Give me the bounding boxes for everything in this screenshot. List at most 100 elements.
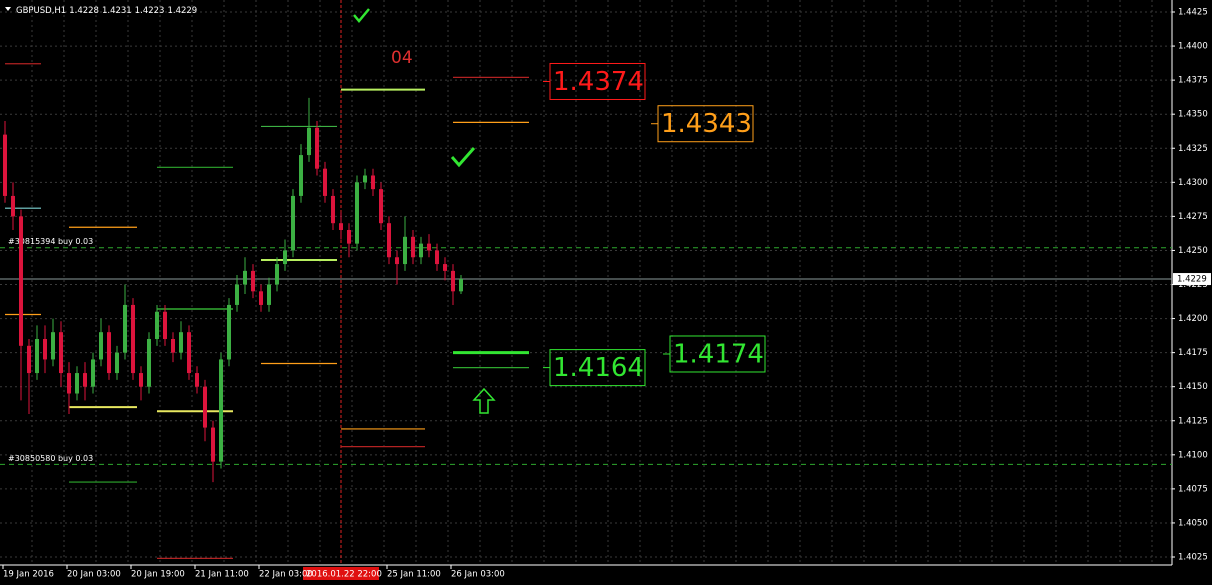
candle-body xyxy=(227,304,231,360)
candle-body xyxy=(299,155,303,196)
candle-body xyxy=(267,284,271,305)
candle-body xyxy=(163,311,167,339)
annotation: 04 xyxy=(391,48,413,68)
candle-body xyxy=(35,339,39,374)
y-tick-label: 1.4275 xyxy=(1178,212,1208,222)
candle-body xyxy=(211,427,215,462)
candle-body xyxy=(219,359,223,462)
price-box-label: 1.4164 xyxy=(553,353,644,383)
quote-high: 1.4231 xyxy=(102,6,132,16)
y-tick-label: 1.4175 xyxy=(1178,348,1208,358)
candle-body xyxy=(459,279,463,292)
candle-body xyxy=(139,373,143,387)
quote-close: 1.4229 xyxy=(167,6,197,16)
candle-body xyxy=(339,223,343,230)
price-box xyxy=(549,62,646,100)
quote-open: 1.4228 xyxy=(69,6,99,16)
order-label: #30850580 buy 0.03 xyxy=(8,454,93,463)
x-tick-label: 22 Jan 03:00 xyxy=(259,570,313,580)
menu-triangle[interactable] xyxy=(5,7,11,11)
y-tick-label: 1.4050 xyxy=(1178,518,1208,528)
candle-body xyxy=(59,332,63,374)
candle-body xyxy=(187,332,191,374)
x-tick-label: 20 Jan 03:00 xyxy=(67,570,121,580)
price-box xyxy=(549,349,646,387)
candle-body xyxy=(451,270,455,292)
x-tick-label: 26 Jan 03:00 xyxy=(451,570,505,580)
quote-low: 1.4223 xyxy=(135,6,165,16)
price-box-label: 1.4343 xyxy=(661,109,752,139)
y-tick-label: 1.4025 xyxy=(1178,553,1208,563)
candle-body xyxy=(395,257,399,265)
candle-body xyxy=(307,127,311,156)
candle-body xyxy=(107,332,111,374)
y-tick-label: 1.4150 xyxy=(1178,382,1208,392)
cursor-label: 2016.01.22 22:00 xyxy=(306,570,382,580)
candle-body xyxy=(19,216,23,346)
x-tick-label: 25 Jan 11:00 xyxy=(387,570,441,580)
candle-body xyxy=(443,264,447,271)
price-box-label: 1.4174 xyxy=(673,339,764,369)
y-tick-label: 1.4125 xyxy=(1178,416,1208,426)
candle-body xyxy=(75,373,79,394)
y-tick-label: 1.4400 xyxy=(1178,42,1208,52)
candle-body xyxy=(347,230,351,244)
up-arrow-icon xyxy=(472,387,496,414)
candle-body xyxy=(195,373,199,387)
candle-body xyxy=(91,359,95,387)
candle-body xyxy=(435,250,439,265)
candle-body xyxy=(283,250,287,265)
candle-body xyxy=(99,332,103,360)
candle-body xyxy=(235,284,239,305)
cursor-label-bg xyxy=(303,567,379,580)
candle-body xyxy=(243,270,247,285)
candle-body xyxy=(331,195,335,224)
candle-body xyxy=(403,236,407,265)
symbol: GBPUSD,H1 xyxy=(16,6,66,16)
y-tick-label: 1.4200 xyxy=(1178,314,1208,324)
price-box-label: 1.4374 xyxy=(553,67,644,97)
y-tick-label: 1.4375 xyxy=(1178,76,1208,86)
header: GBPUSD,H1 1.4228 1.4231 1.4223 1.4229 xyxy=(16,6,197,16)
candle-body xyxy=(363,175,367,183)
candle-body xyxy=(251,270,255,292)
price-box xyxy=(669,335,766,373)
grid xyxy=(0,0,1172,565)
y-tick-label: 1.4425 xyxy=(1178,8,1208,18)
candle-body xyxy=(275,264,279,285)
candle-body xyxy=(379,189,383,224)
candle-body xyxy=(179,332,183,353)
candle-body xyxy=(355,182,359,244)
candle-body xyxy=(3,134,7,196)
last-price-tag xyxy=(1173,273,1211,286)
candle-body xyxy=(427,243,431,251)
candle-body xyxy=(411,236,415,258)
candle-body xyxy=(323,168,327,196)
candle-body xyxy=(315,127,319,169)
candle-body xyxy=(27,345,31,374)
candle-body xyxy=(115,352,119,374)
candle-body xyxy=(83,373,87,387)
candle-body xyxy=(131,304,135,374)
candle-body xyxy=(51,332,55,360)
y-tick-label: 1.4325 xyxy=(1178,144,1208,154)
y-tick-label: 1.4075 xyxy=(1178,484,1208,494)
x-tick-label: 21 Jan 11:00 xyxy=(195,570,249,580)
candle-body xyxy=(291,195,295,251)
candle-body xyxy=(203,386,207,428)
y-tick-label: 1.4350 xyxy=(1178,110,1208,120)
y-tick-label: 1.4300 xyxy=(1178,178,1208,188)
candle-body xyxy=(147,339,151,387)
candle-body xyxy=(419,243,423,258)
candle-body xyxy=(155,311,159,339)
y-tick-label: 1.4250 xyxy=(1178,246,1208,256)
candle-body xyxy=(123,304,127,353)
candle-body xyxy=(171,339,175,353)
order-label: #30815394 buy 0.03 xyxy=(8,237,93,246)
y-tick-label: 1.4100 xyxy=(1178,450,1208,460)
last-price-label: 1.4229 xyxy=(1177,275,1207,285)
candle-body xyxy=(387,223,391,258)
